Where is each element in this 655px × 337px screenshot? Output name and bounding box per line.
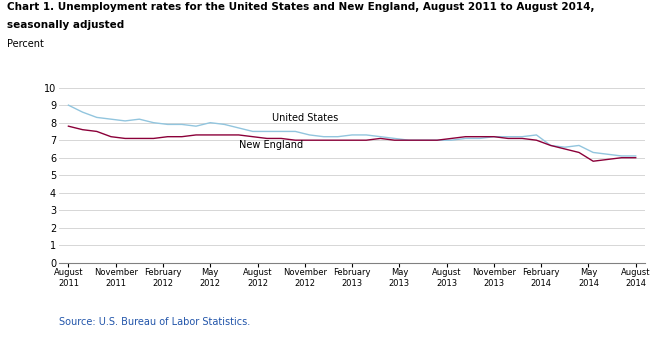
Text: Percent: Percent — [7, 39, 43, 49]
Text: Source: U.S. Bureau of Labor Statistics.: Source: U.S. Bureau of Labor Statistics. — [59, 317, 250, 327]
Text: New England: New England — [238, 140, 303, 150]
Text: United States: United States — [272, 113, 338, 123]
Text: Chart 1. Unemployment rates for the United States and New England, August 2011 t: Chart 1. Unemployment rates for the Unit… — [7, 2, 594, 12]
Text: seasonally adjusted: seasonally adjusted — [7, 20, 124, 30]
